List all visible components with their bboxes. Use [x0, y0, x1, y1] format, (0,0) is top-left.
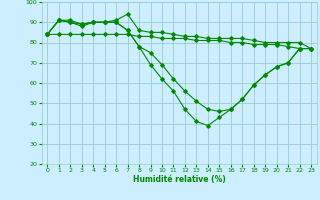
X-axis label: Humidité relative (%): Humidité relative (%) — [133, 175, 226, 184]
